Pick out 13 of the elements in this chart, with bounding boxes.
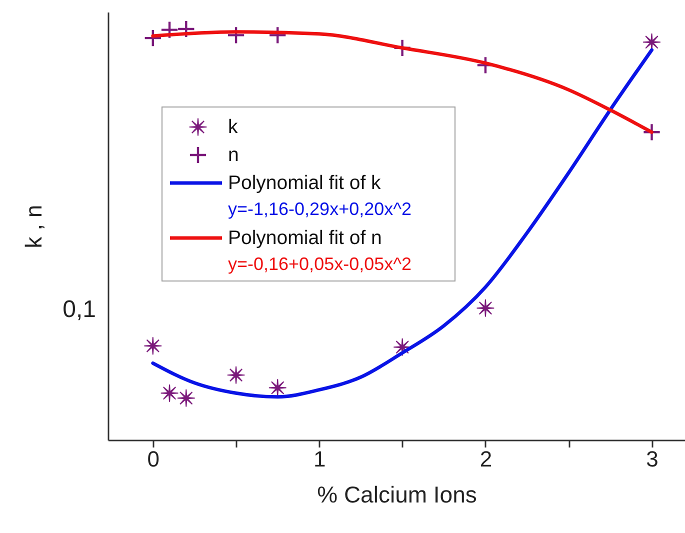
x-tick-label: 2 xyxy=(480,446,492,472)
legend-label: k xyxy=(228,116,238,138)
x-tick-label: 1 xyxy=(314,446,326,472)
text: 0,1 xyxy=(62,296,96,323)
legend-label: n xyxy=(228,144,239,166)
x-axis-title: % Calcium Ions xyxy=(317,482,477,508)
y-axis-title: k , n xyxy=(20,204,46,248)
legend-label: Polynomial fit of n xyxy=(228,227,382,249)
x-tick-label: 3 xyxy=(646,446,658,472)
x-tick-label: 0 xyxy=(147,446,160,472)
legend-label: Polynomial fit of k xyxy=(228,172,382,194)
annotation: y=-1,16-0,29x+0,20x^2 xyxy=(228,199,412,219)
annotation: y=-0,16+0,05x-0,05x^2 xyxy=(228,254,412,274)
